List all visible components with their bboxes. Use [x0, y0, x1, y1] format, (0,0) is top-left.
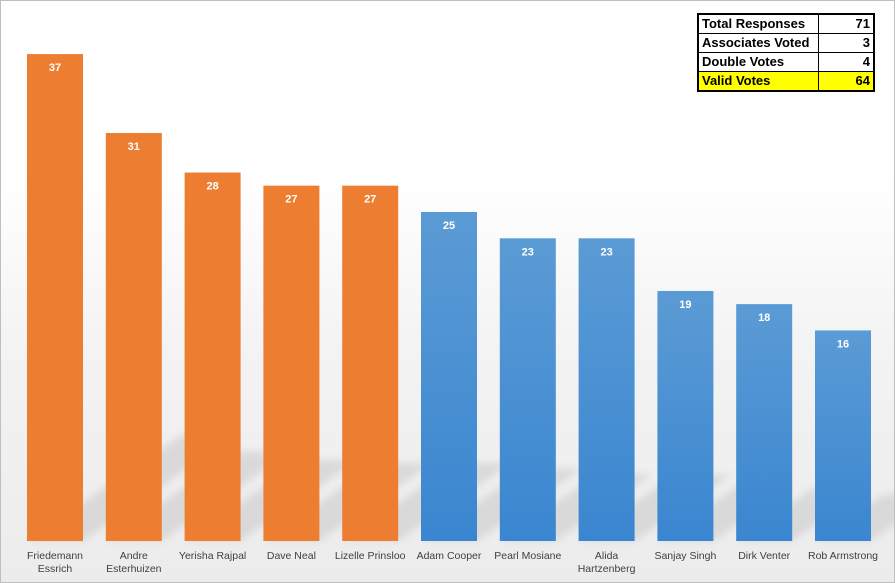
bar	[815, 330, 871, 541]
category-label: Adam Cooper	[417, 550, 482, 562]
bar	[184, 172, 241, 541]
category-label: Lizelle Prinsloo	[335, 550, 406, 562]
category-label: Yerisha Rajpal	[179, 550, 246, 562]
bar	[578, 238, 635, 541]
data-label: 23	[600, 246, 612, 258]
summary-label: Associates Voted	[697, 33, 819, 53]
bar	[263, 185, 320, 541]
vote-summary-table: Total Responses 71 Associates Voted 3 Do…	[697, 13, 875, 92]
data-label: 18	[758, 312, 770, 324]
data-label: 37	[49, 62, 61, 74]
bar	[105, 133, 162, 542]
bar	[657, 290, 714, 541]
data-label: 27	[285, 194, 297, 206]
bars	[27, 54, 871, 542]
summary-row-total-responses: Total Responses 71	[697, 13, 875, 34]
category-label: Rob Armstrong	[808, 550, 878, 562]
data-label: 23	[522, 246, 534, 258]
bar	[421, 212, 477, 541]
category-labels: Friedemann Essrich Andre Esterhuizen Yerisha…	[27, 550, 878, 575]
data-label: 31	[128, 141, 140, 153]
bar	[499, 238, 556, 541]
category-label: Dave Neal	[267, 550, 316, 562]
data-label: 28	[206, 181, 218, 193]
category-label: Friedemann Essrich	[27, 550, 83, 575]
summary-row-valid-votes: Valid Votes 64	[697, 71, 875, 92]
data-label: 19	[679, 299, 691, 311]
category-label: Andre Esterhuizen	[106, 550, 162, 575]
category-label: Alida Hartzenberg	[578, 550, 636, 575]
summary-label: Total Responses	[697, 13, 819, 34]
summary-value: 64	[818, 71, 875, 92]
summary-label: Valid Votes	[697, 71, 819, 92]
summary-row-associates-voted: Associates Voted 3	[697, 33, 875, 53]
bar	[736, 304, 793, 541]
category-label: Dirk Venter	[738, 550, 790, 562]
category-label: Pearl Mosiane	[494, 550, 561, 562]
bar	[27, 54, 83, 542]
data-labels: 37 31 28 27 27 25 23 23 19 18 16	[49, 62, 849, 350]
data-label: 16	[837, 338, 849, 350]
data-label: 27	[364, 194, 376, 206]
summary-value: 3	[818, 33, 875, 53]
category-label: Sanjay Singh	[654, 550, 716, 562]
summary-value: 4	[818, 52, 875, 72]
summary-value: 71	[818, 13, 875, 34]
summary-label: Double Votes	[697, 52, 819, 72]
bar	[342, 185, 399, 541]
data-label: 25	[443, 220, 455, 232]
summary-row-double-votes: Double Votes 4	[697, 52, 875, 72]
